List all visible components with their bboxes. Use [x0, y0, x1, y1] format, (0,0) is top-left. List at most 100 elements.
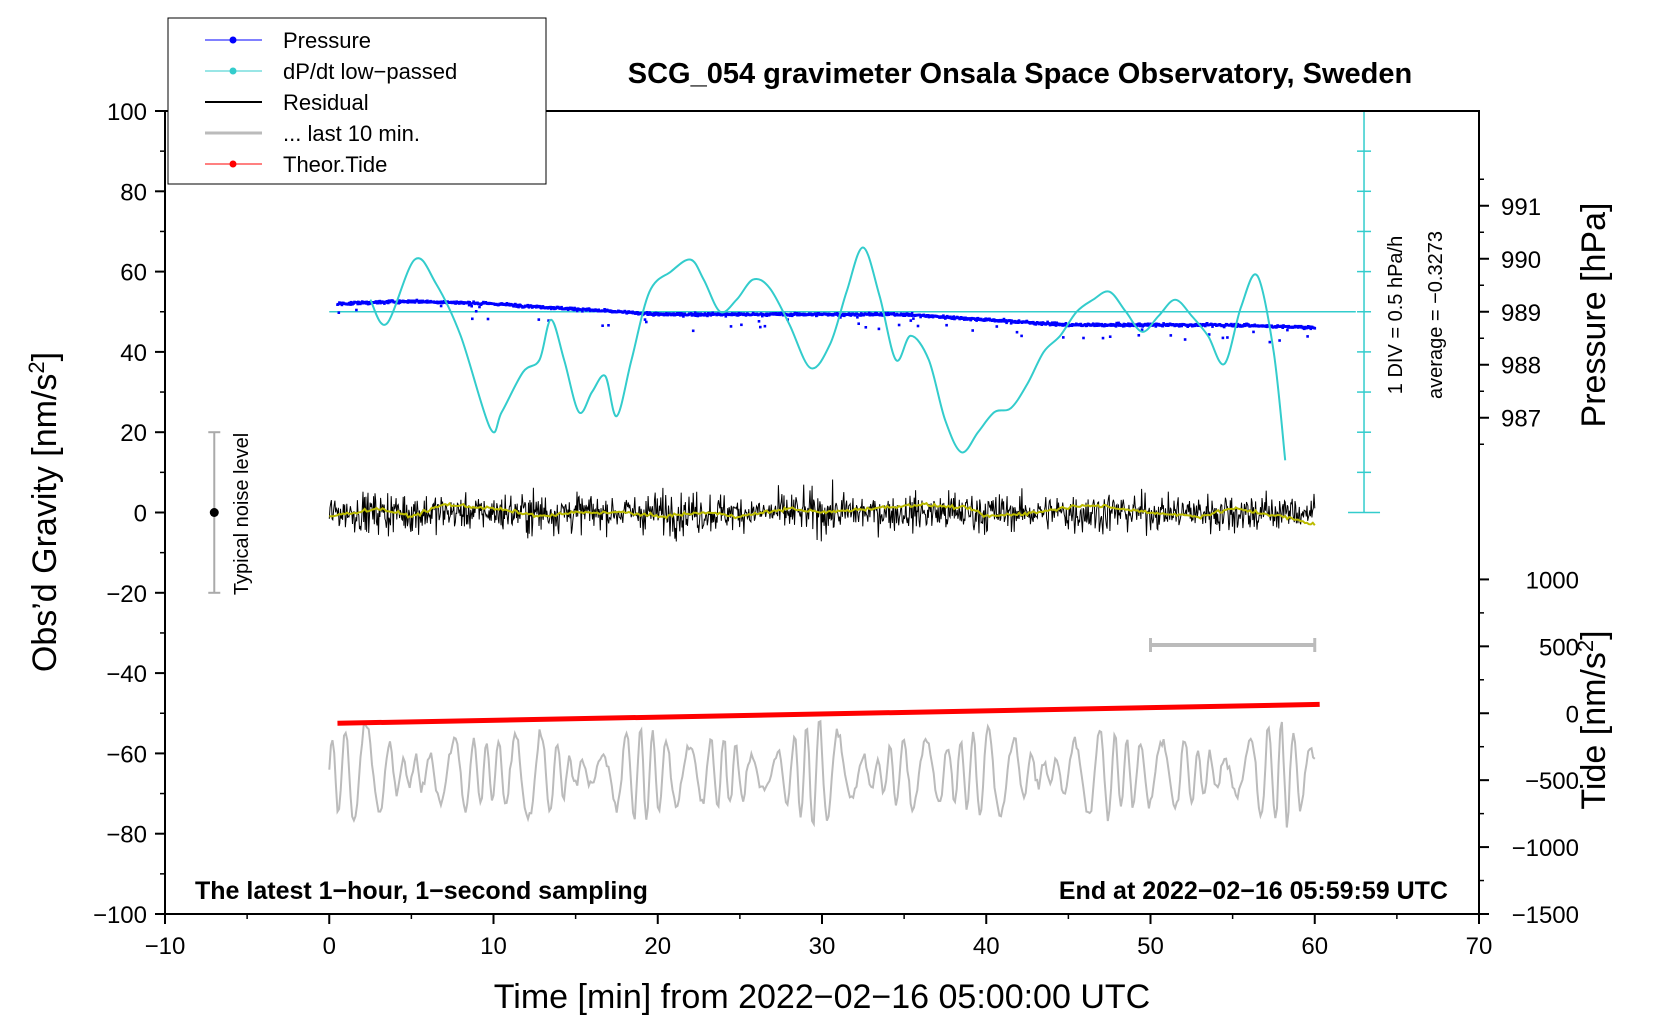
y-tick-label: 80 [120, 179, 147, 206]
y-axis-label-gravity-end: ] [26, 352, 64, 361]
pressure-point [1243, 323, 1246, 326]
pressure-point [1169, 334, 1173, 337]
pressure-point [1092, 323, 1096, 326]
pressure-point [1097, 322, 1100, 326]
pressure-point [1183, 323, 1186, 326]
pressure-point [693, 311, 697, 314]
y-tick-label: 100 [107, 99, 147, 126]
pressure-point [1115, 321, 1118, 325]
pressure-point [857, 322, 860, 325]
tide-tick-label: −500 [1525, 768, 1579, 795]
pressure-point [971, 329, 974, 332]
pressure-point [549, 307, 553, 311]
pressure-point [645, 311, 649, 314]
noise-bar-center [209, 508, 219, 517]
pressure-point [560, 305, 563, 309]
legend-label: Residual [283, 90, 369, 115]
axes-layer: −10 0 10 20 30 40 50 60 70100806040200−20−40−60−… [93, 99, 1579, 960]
pressure-point [1177, 325, 1181, 328]
x-tick-label: 0 [323, 933, 336, 960]
pressure-point [1221, 336, 1225, 340]
pressure-point [355, 308, 358, 312]
pressure-point [815, 314, 819, 317]
pressure-point [1211, 325, 1214, 328]
pressure-point [835, 312, 839, 315]
pressure-point [1183, 338, 1187, 341]
pressure-point [1278, 339, 1281, 342]
pressure-point [918, 313, 922, 317]
x-tick-label: 40 [973, 933, 1000, 960]
pressure-point [1100, 322, 1103, 326]
pressure-point [1230, 322, 1233, 326]
last10-trace [328, 719, 1316, 828]
pressure-point [1136, 324, 1139, 327]
tide-tick-label: 0 [1566, 701, 1579, 728]
pressure-point [356, 302, 359, 306]
pressure-point [1138, 322, 1141, 325]
pressure-point [942, 314, 945, 317]
pressure-point [690, 314, 694, 317]
pressure-point [1268, 340, 1272, 344]
pressure-point [537, 318, 541, 321]
pressure-point [581, 310, 584, 313]
pressure-point [724, 315, 728, 318]
pressure-point [1079, 322, 1083, 326]
plot-series-layer [208, 110, 1381, 828]
pressure-point [1222, 325, 1226, 329]
pressure-point [1002, 317, 1006, 321]
pressure-point [995, 325, 999, 328]
legend-marker [229, 67, 237, 75]
pressure-point [486, 317, 490, 321]
pressure-point [1207, 333, 1211, 336]
y-tick-label: 0 [134, 501, 147, 528]
pressure-point [944, 316, 948, 319]
pressure-point [1019, 320, 1023, 324]
legend-marker [229, 160, 237, 168]
tide-line [337, 701, 1320, 726]
pressure-point [951, 317, 954, 320]
pressure-point [1020, 334, 1023, 338]
pressure-point [575, 309, 579, 313]
pressure-point [517, 305, 520, 309]
pressure-tick-label: 989 [1501, 300, 1541, 327]
pressure-point [336, 302, 340, 306]
pressure-point [877, 327, 881, 331]
pressure-point [516, 303, 520, 307]
pressure-point [1306, 335, 1309, 338]
pressure-point [585, 309, 588, 312]
y-axis-label-pressure: Pressure [hPa] [1575, 203, 1613, 428]
y-axis-label-tide-text: Tide [nm/s [1575, 652, 1613, 809]
pressure-point [546, 307, 550, 310]
x-tick-label: 70 [1466, 933, 1493, 960]
pressure-point [1015, 321, 1018, 324]
pressure-point [349, 303, 352, 306]
pressure-point [1251, 324, 1255, 328]
pressure-point [897, 323, 901, 327]
pressure-point [1155, 322, 1158, 326]
y-tick-label: 40 [120, 340, 147, 367]
pressure-point [916, 324, 920, 328]
pressure-point [945, 323, 948, 327]
pressure-point [897, 313, 900, 317]
pressure-point [927, 315, 931, 319]
pressure-point [603, 308, 606, 311]
pressure-point [387, 301, 390, 305]
pressure-point [759, 325, 762, 329]
pressure-point [909, 319, 913, 322]
y-axis-label-gravity-sup: 2 [24, 361, 49, 373]
pressure-point [706, 314, 709, 318]
pressure-point [512, 305, 516, 308]
pressure-point [843, 314, 846, 318]
pressure-point [1004, 319, 1008, 322]
legend: Pressure dP/dt low−passed Residual ... last… [167, 17, 547, 185]
tide-tick-label: 1000 [1526, 567, 1579, 594]
y-tick-label: −100 [93, 902, 147, 929]
pressure-point [970, 316, 974, 320]
pressure-point [975, 319, 978, 322]
pressure-point [469, 302, 473, 306]
legend-label: Theor.Tide [283, 152, 387, 177]
bottom-left-note: The latest 1−hour, 1−second sampling [195, 877, 648, 905]
pressure-point [952, 315, 956, 318]
pressure-tick-label: 990 [1501, 247, 1541, 274]
y-axis-label-tide-end: ] [1575, 630, 1613, 639]
